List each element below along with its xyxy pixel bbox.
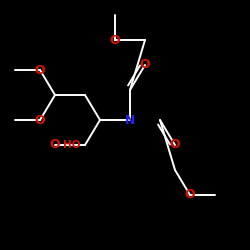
Text: O: O — [50, 138, 60, 151]
Text: N: N — [125, 114, 135, 126]
Text: O: O — [185, 188, 195, 202]
Text: HO: HO — [62, 140, 80, 150]
Text: O: O — [140, 58, 150, 71]
Text: O: O — [170, 138, 180, 151]
Text: O: O — [35, 114, 45, 126]
Text: O: O — [110, 34, 120, 46]
Text: O: O — [35, 64, 45, 76]
